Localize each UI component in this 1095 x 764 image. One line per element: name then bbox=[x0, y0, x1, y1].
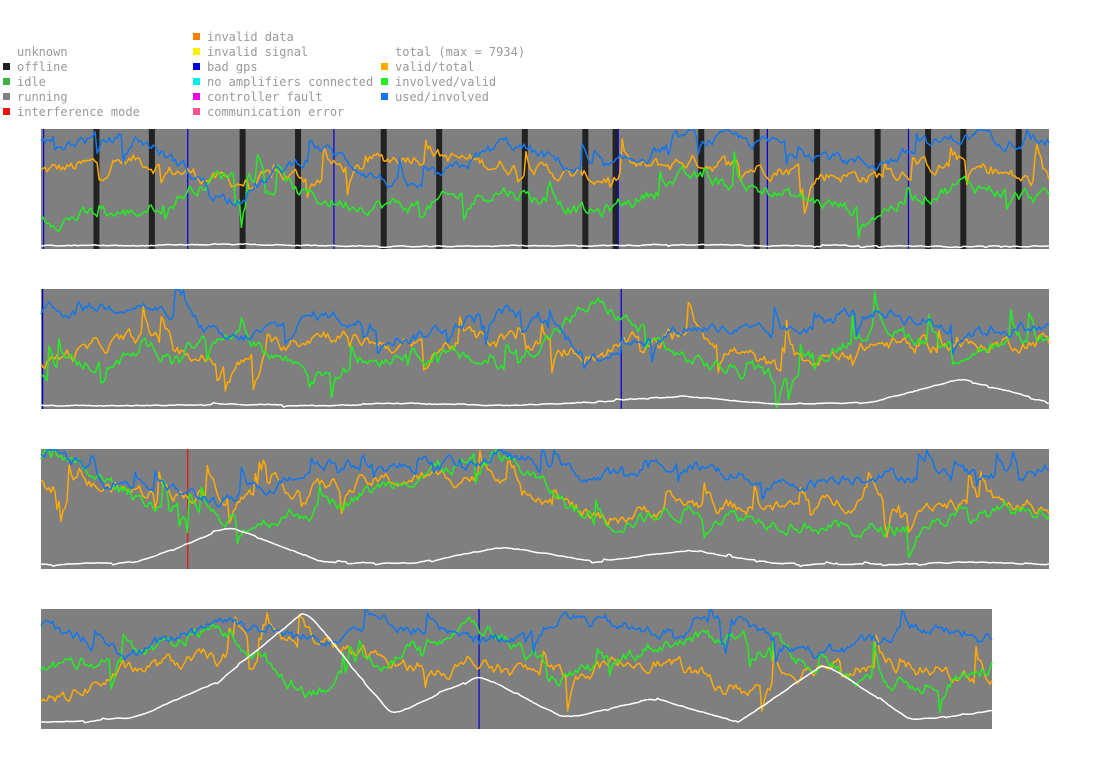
offline-marker bbox=[1015, 129, 1022, 249]
offline-marker bbox=[148, 129, 155, 249]
offline-marker bbox=[698, 129, 705, 249]
chart-panel-3 bbox=[40, 449, 1050, 569]
legend-controller-fault-swatch bbox=[193, 93, 200, 100]
legend-involved-valid-swatch bbox=[381, 78, 388, 85]
legend-no-amplifiers-swatch bbox=[193, 78, 200, 85]
offline-marker bbox=[925, 129, 932, 249]
offline-marker bbox=[521, 129, 528, 249]
offline-marker bbox=[295, 129, 302, 249]
legend-controller-fault: controller fault bbox=[193, 90, 323, 105]
legend-invalid-data-swatch bbox=[193, 33, 200, 40]
series-line-involved-valid bbox=[40, 290, 1050, 409]
legend-involved-valid-label: involved/valid bbox=[395, 75, 497, 89]
legend-invalid-signal: invalid signal bbox=[193, 45, 308, 60]
legend-communication-error-swatch bbox=[193, 108, 200, 115]
legend-idle: idle bbox=[3, 75, 46, 90]
offline-marker bbox=[93, 129, 100, 249]
series-line-involved-valid bbox=[40, 151, 1050, 239]
legend-invalid-signal-label: invalid signal bbox=[207, 45, 309, 59]
legend-running: running bbox=[3, 90, 68, 105]
offline-marker bbox=[814, 129, 821, 249]
legend-communication-error: communication error bbox=[193, 105, 344, 120]
legend-bad-gps-swatch bbox=[193, 63, 200, 70]
chart-panel-4 bbox=[40, 609, 993, 729]
offline-marker bbox=[380, 129, 387, 249]
offline-marker bbox=[874, 129, 881, 249]
legend-valid-total-swatch bbox=[381, 63, 388, 70]
bad-gps-marker bbox=[333, 129, 335, 249]
series-line-involved-valid bbox=[40, 616, 993, 714]
legend-offline-label: offline bbox=[17, 60, 68, 74]
legend-no-amplifiers: no amplifiers connected bbox=[193, 75, 373, 90]
legend-running-label: running bbox=[17, 90, 68, 104]
legend-bad-gps: bad gps bbox=[193, 60, 258, 75]
series-line-used-involved bbox=[40, 609, 993, 664]
legend-idle-label: idle bbox=[17, 75, 46, 89]
panel-background-running bbox=[41, 289, 1049, 409]
panel-background-running bbox=[41, 129, 1049, 249]
offline-marker bbox=[612, 129, 619, 249]
legend-invalid-signal-swatch bbox=[193, 48, 200, 55]
panel-background-running bbox=[41, 609, 992, 729]
series-line-used-involved bbox=[40, 449, 1050, 509]
legend-used-involved-label: used/involved bbox=[395, 90, 489, 104]
legend-offline: offline bbox=[3, 60, 68, 75]
series-line-total bbox=[40, 378, 1050, 408]
legend-valid-total-label: valid/total bbox=[395, 60, 475, 74]
offline-marker bbox=[239, 129, 246, 249]
legend-used-involved: used/involved bbox=[381, 90, 489, 105]
bad-gps-marker bbox=[43, 129, 45, 249]
legend-offline-swatch bbox=[3, 63, 10, 70]
legend-involved-valid: involved/valid bbox=[381, 75, 496, 90]
offline-marker bbox=[960, 129, 967, 249]
series-line-valid-total bbox=[40, 302, 1050, 392]
legend-total-label: total (max = 7934) bbox=[395, 45, 526, 59]
series-line-valid-total bbox=[40, 450, 1050, 538]
legend-invalid-data: invalid data bbox=[193, 30, 294, 45]
bad-gps-marker bbox=[617, 129, 619, 249]
legend-interference-label: interference mode bbox=[17, 105, 140, 119]
legend-bad-gps-label: bad gps bbox=[207, 60, 258, 74]
legend-idle-swatch bbox=[3, 78, 10, 85]
offline-marker bbox=[582, 129, 589, 249]
chart-panel-2 bbox=[40, 289, 1050, 409]
legend: unknown offline idle running interferenc… bbox=[0, 0, 1095, 125]
legend-valid-total: valid/total bbox=[381, 60, 474, 75]
legend-controller-fault-label: controller fault bbox=[207, 90, 323, 104]
legend-interference-swatch bbox=[3, 108, 10, 115]
legend-interference-mode: interference mode bbox=[3, 105, 140, 120]
legend-invalid-data-label: invalid data bbox=[207, 30, 294, 44]
chart-panel-1 bbox=[40, 129, 1050, 249]
series-line-total bbox=[40, 242, 1050, 249]
offline-marker bbox=[436, 129, 443, 249]
panel-background-running bbox=[41, 449, 1049, 569]
legend-unknown-label: unknown bbox=[17, 45, 68, 59]
series-line-used-involved bbox=[40, 289, 1050, 370]
legend-running-swatch bbox=[3, 93, 10, 100]
legend-total: total (max = 7934) bbox=[381, 45, 525, 60]
series-line-total bbox=[40, 613, 992, 724]
series-line-total bbox=[40, 527, 1050, 568]
series-line-involved-valid bbox=[40, 449, 1050, 559]
series-line-used-involved bbox=[40, 129, 1050, 207]
bad-gps-marker bbox=[42, 289, 44, 409]
legend-no-amplifiers-label: no amplifiers connected bbox=[207, 75, 374, 89]
legend-used-involved-swatch bbox=[381, 93, 388, 100]
legend-communication-error-label: communication error bbox=[207, 105, 345, 119]
series-line-valid-total bbox=[40, 612, 993, 712]
legend-unknown: unknown bbox=[3, 45, 68, 60]
